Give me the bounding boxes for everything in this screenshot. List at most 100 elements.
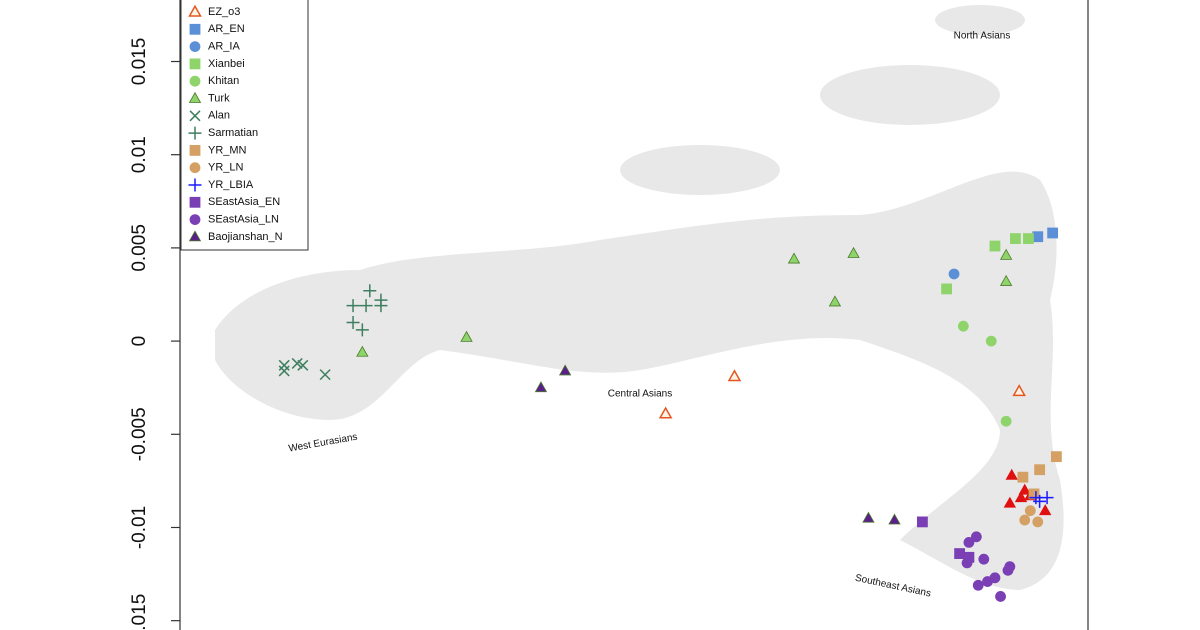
marker: [847, 246, 860, 258]
marker: [1000, 415, 1012, 427]
marker: [346, 315, 360, 329]
legend-item: Sarmatian: [188, 126, 258, 140]
marker: [1010, 233, 1021, 244]
plot-marks: [278, 227, 1062, 602]
legend-label: Sarmatian: [208, 127, 258, 139]
legend-label: Alan: [208, 110, 230, 122]
y-tick-label: 0.005: [129, 224, 150, 272]
marker: [888, 513, 901, 525]
marker: [189, 23, 201, 35]
marker: [1047, 227, 1059, 239]
marker: [189, 196, 201, 208]
legend-item: Turk: [188, 91, 230, 104]
marker: [1033, 494, 1047, 508]
region-annotation: Central Asians: [608, 389, 672, 400]
legend-item: Baojianshan_N: [188, 230, 283, 243]
marker: [355, 323, 369, 337]
legend: EZ_o3 AR_EN AR_IA Xianbei Khitan Turk Alan Sarm…: [180, 0, 309, 251]
marker: [278, 365, 290, 377]
y-tick-label: 0.015: [129, 38, 150, 86]
marker: [1019, 514, 1031, 526]
legend-item: YR_MN: [189, 144, 247, 156]
legend-label: SEastAsia_EN: [208, 196, 280, 208]
marker: [356, 345, 369, 357]
marker: [374, 293, 388, 307]
marker: [297, 359, 309, 371]
marker: [1032, 516, 1044, 528]
marker: [189, 41, 201, 52]
y-tick-label: 0: [129, 336, 150, 347]
marker: [985, 335, 997, 347]
y-tick-label: 0.01: [129, 136, 150, 173]
marker: [999, 274, 1013, 286]
legend-label: Xianbei: [208, 58, 245, 70]
marker: [189, 144, 201, 156]
marker: [363, 284, 377, 298]
legend-item: EZ_o3: [188, 4, 240, 18]
marker: [359, 299, 373, 313]
legend-item: YR_LBIA: [188, 178, 254, 192]
marker: [1023, 233, 1034, 244]
marker: [941, 283, 952, 295]
legend-label: YR_LN: [208, 162, 244, 174]
region-annotation: Southeast Asians: [854, 573, 932, 600]
legend-label: SEastAsia_LN: [208, 214, 279, 226]
marker: [1004, 561, 1016, 573]
marker: [1050, 451, 1062, 463]
legend-label: Turk: [208, 92, 230, 104]
marker: [1005, 468, 1018, 480]
marker: [961, 557, 973, 569]
marker: [954, 548, 966, 559]
cloud-shape: [820, 65, 1000, 125]
legend-item: YR_LN: [189, 162, 244, 174]
y-tick-label: -0.005: [129, 407, 150, 461]
legend-item: AR_IA: [189, 41, 240, 53]
marker: [978, 553, 990, 565]
marker: [1034, 464, 1046, 476]
marker: [1017, 471, 1029, 483]
marker: [1028, 488, 1040, 500]
marker: [558, 364, 572, 376]
legend-item: Alan: [189, 110, 230, 122]
marker: [189, 58, 201, 70]
marker: [828, 295, 842, 307]
legend-label: AR_IA: [208, 41, 240, 53]
cloud-shape: [215, 171, 1064, 590]
legend-label: AR_EN: [208, 23, 245, 35]
marker: [1012, 384, 1026, 397]
marker: [188, 4, 202, 17]
legend-item: AR_EN: [189, 23, 245, 35]
marker: [1003, 496, 1017, 508]
legend-label: YR_MN: [208, 144, 247, 156]
cloud-shape: [620, 145, 780, 195]
marker: [1032, 231, 1044, 243]
marker: [460, 330, 473, 342]
marker: [346, 299, 360, 313]
legend-item: Khitan: [189, 75, 239, 87]
marker: [188, 178, 202, 192]
legend-label: Baojianshan_N: [208, 231, 283, 243]
legend-label: Khitan: [208, 75, 239, 87]
marker: [957, 320, 969, 332]
marker: [727, 369, 742, 382]
marker: [862, 511, 875, 523]
background-cloud: [215, 5, 1064, 590]
marker: [989, 572, 1001, 584]
y-tick-label: -0.01: [129, 506, 150, 549]
legend-box: [180, 0, 309, 251]
marker: [1018, 483, 1031, 495]
marker: [188, 126, 202, 140]
marker: [319, 369, 331, 381]
y-tick-label: -0.015: [129, 594, 150, 630]
marker: [1039, 504, 1052, 516]
legend-item: SEastAsia_LN: [189, 214, 279, 226]
marker: [999, 248, 1013, 260]
legend-label: EZ_o3: [208, 6, 240, 18]
legend-item: SEastAsia_EN: [189, 196, 280, 208]
marker: [963, 536, 975, 548]
marker: [189, 214, 201, 226]
marker: [188, 230, 202, 242]
marker: [658, 406, 673, 419]
marker: [1040, 491, 1054, 505]
